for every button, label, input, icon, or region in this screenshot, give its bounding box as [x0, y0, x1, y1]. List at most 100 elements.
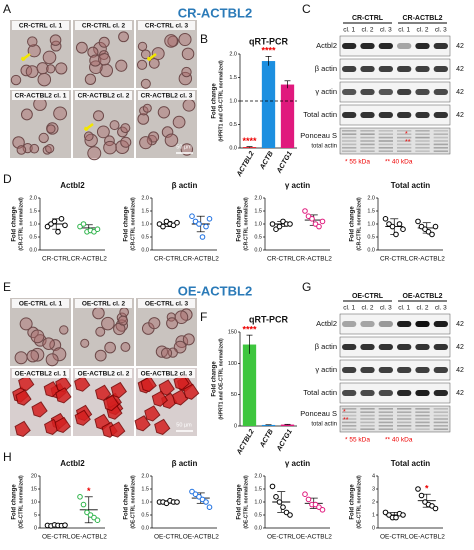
ponceau-band [342, 150, 357, 152]
y-axis-label: Fold change [237, 206, 243, 242]
y-tick-label: 1.0 [29, 221, 37, 227]
lane-label: cl. 2 [417, 305, 429, 312]
band [397, 390, 412, 396]
cell [134, 415, 151, 432]
cell [178, 71, 193, 86]
x-tick-label: OE-CTRL [42, 534, 71, 541]
micrograph: OE-CTRL cl. 1 [10, 298, 71, 367]
section-title: OE-ACTBL2 [178, 283, 252, 298]
ponceau-band [397, 147, 412, 149]
bar [280, 424, 295, 426]
panel-letter: G [302, 280, 311, 294]
cell [98, 53, 111, 66]
cell [151, 390, 169, 407]
band [360, 390, 375, 396]
cell [148, 317, 161, 330]
y-tick-label: 2.0 [254, 473, 262, 479]
cell [109, 120, 120, 131]
cell [14, 420, 31, 437]
cell [92, 306, 105, 320]
lane-label: cl. 2 [362, 27, 374, 34]
ponceau-band [433, 408, 448, 410]
blot-row-label: β actin [315, 64, 337, 73]
ponceau-band [397, 143, 412, 146]
band [378, 367, 393, 373]
x-tick-label: OE-ACTBL2 [409, 534, 446, 541]
micrograph-bg [10, 90, 71, 158]
micrograph: OE-ACTBL2 cl. 3 50 µm [134, 368, 200, 436]
cell [42, 50, 57, 65]
kda-label: 42 [456, 43, 464, 50]
band [360, 321, 375, 327]
y-tick-label: 1.0 [141, 221, 149, 227]
y-tick-label: 2 [372, 499, 375, 505]
y-tick-label: 1.0 [141, 499, 149, 505]
cell [101, 316, 115, 331]
dot [418, 492, 425, 499]
dot [393, 231, 399, 238]
cell [117, 315, 129, 326]
cell [27, 44, 41, 58]
kda-label: 42 [456, 344, 464, 351]
blot-row-label: γ actin [315, 365, 337, 374]
x-tick-label: CR-ACTBL2 [183, 256, 220, 263]
band [433, 367, 448, 373]
ponceau-band [433, 421, 448, 424]
dot [273, 494, 279, 500]
cell [182, 333, 195, 346]
cell [136, 59, 148, 70]
y-tick-label: 1.0 [254, 221, 262, 227]
cell [59, 325, 69, 335]
ponceau-band [433, 418, 448, 420]
y-tick-label: 1.5 [254, 208, 262, 214]
ponceau-band [433, 411, 448, 413]
cell [19, 317, 33, 331]
label-bg [12, 299, 69, 308]
ponceau-band [360, 425, 375, 427]
cell [87, 146, 102, 161]
y-tick-label: 1.5 [254, 486, 262, 492]
micrograph: OE-ACTBL2 cl. 1 [10, 368, 72, 437]
chart-title: qRT-PCR [249, 314, 288, 324]
dot [415, 218, 421, 225]
micrograph: CR-CTRL cl. 2 [73, 20, 134, 88]
band [433, 112, 448, 118]
ponceau-band [342, 130, 357, 132]
ponceau-band [397, 425, 412, 427]
y-tick-label: 0 [234, 423, 237, 429]
blot-footnote: ** 40 kDa [385, 437, 413, 444]
y-tick-label: 0.0 [141, 247, 149, 253]
chart-title: γ actin [285, 459, 310, 468]
ponceau-band [378, 428, 393, 430]
cell [94, 349, 107, 362]
y-axis-label: (OE-CTRL normalized) [243, 475, 249, 529]
ponceau-band [342, 143, 357, 146]
dot [287, 221, 293, 227]
band [433, 344, 448, 350]
x-tick-label: OE-CTRL [380, 534, 409, 541]
dot [94, 517, 101, 524]
ponceau-band [378, 408, 393, 410]
band [360, 43, 375, 49]
panel-letter: F [200, 310, 207, 324]
x-tick-label: ACTB [259, 150, 275, 171]
x-tick-label: OE-ACTBL2 [71, 534, 108, 541]
blot-footnote: ** 40 kDa [385, 159, 413, 166]
blot-frame [339, 81, 451, 103]
band [397, 89, 412, 95]
dot [269, 221, 276, 227]
chart-title: β actin [172, 459, 198, 468]
label-bg [75, 369, 132, 378]
ponceau-band [397, 408, 412, 410]
blot-row-label: Actbl2 [316, 319, 337, 328]
y-tick-label: 0.5 [141, 234, 149, 240]
ponceau-band [415, 147, 430, 149]
chart-title: Actbl2 [60, 181, 85, 190]
band [415, 43, 430, 49]
significance: **** [242, 136, 257, 146]
cell [139, 136, 153, 150]
ponceau-band [415, 150, 430, 152]
y-tick-label: 0.5 [141, 512, 149, 518]
dot [55, 229, 61, 235]
